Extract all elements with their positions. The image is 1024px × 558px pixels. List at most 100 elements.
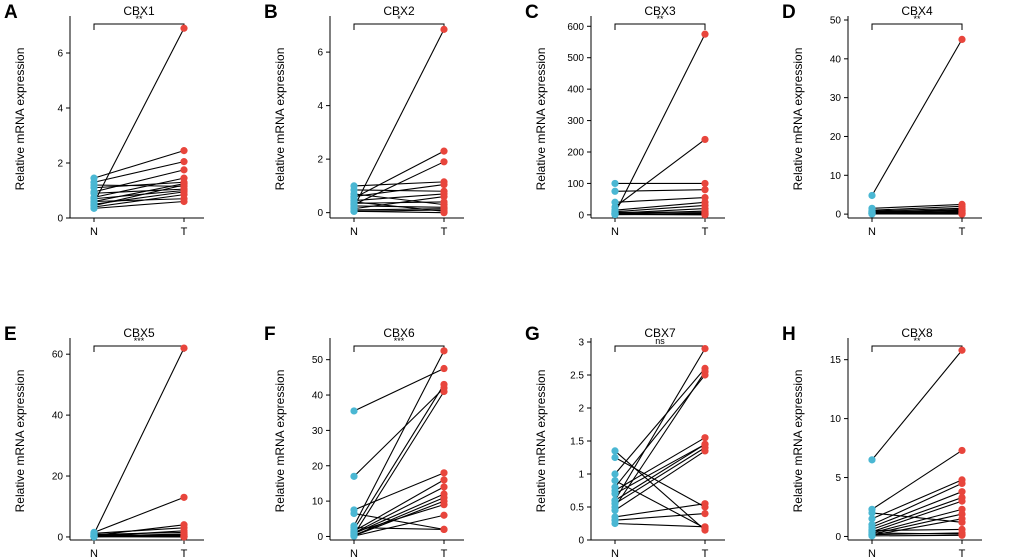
x-tick-label: N	[90, 226, 98, 238]
tumor-point	[180, 166, 188, 174]
x-tick-label: N	[350, 548, 358, 558]
y-tick-label: 0	[57, 532, 63, 543]
x-tick-label: T	[959, 548, 966, 558]
y-tick-label: 0	[578, 210, 584, 221]
pair-line	[353, 189, 445, 192]
tumor-point	[701, 135, 709, 144]
pair-line	[871, 210, 963, 214]
panel-letter: C	[525, 2, 539, 23]
tumor-point	[958, 488, 966, 496]
tumor-point	[440, 147, 448, 155]
y-tick-label: 600	[567, 22, 584, 33]
panel-f: F CBX6 Relative mRNA expression 0 10 20 30 40 50…	[264, 324, 464, 558]
pair-line	[353, 350, 445, 527]
pair-line	[871, 512, 963, 523]
tumor-point	[180, 530, 188, 539]
y-tick-label: 6	[57, 49, 63, 60]
chart-title: CBX2	[383, 4, 415, 18]
panel-letter: D	[782, 2, 796, 23]
normal-point	[611, 453, 619, 462]
tumor-point	[958, 35, 966, 44]
normal-point	[611, 490, 619, 498]
y-axis-label: Relative mRNA expression	[13, 370, 27, 513]
normal-point	[868, 456, 876, 464]
tumor-point	[701, 440, 709, 448]
chart-title: CBX1	[123, 4, 155, 18]
pair-line	[353, 208, 445, 211]
pair-line	[614, 189, 706, 192]
x-tick-label: N	[611, 548, 619, 558]
pair-line	[353, 210, 445, 214]
pair-line	[871, 491, 963, 528]
tumor-point	[440, 476, 448, 484]
y-tick-label: 2	[57, 159, 63, 170]
pair-line	[614, 138, 706, 208]
tumor-point	[180, 197, 188, 206]
pair-line	[871, 497, 963, 530]
tumor-point	[701, 345, 709, 353]
y-axis-label: Relative mRNA expression	[534, 48, 548, 191]
pair-line	[614, 443, 706, 501]
tumor-point	[440, 158, 448, 166]
normal-point	[611, 198, 619, 206]
pair-line	[93, 184, 185, 187]
x-tick-label: N	[868, 548, 876, 558]
pair-line	[93, 191, 185, 205]
panel-letter: A	[4, 2, 18, 23]
significance-bracket	[871, 23, 963, 30]
y-tick-label: 0	[317, 532, 323, 543]
y-tick-label: 1	[578, 470, 584, 481]
panel-letter: G	[525, 324, 540, 345]
y-tick-label: 40	[312, 391, 324, 402]
y-axis-label: Relative mRNA expression	[534, 370, 548, 513]
pair-line	[353, 384, 445, 530]
pair-line	[614, 201, 706, 211]
tumor-point	[180, 147, 188, 155]
y-tick-label: 40	[52, 411, 64, 422]
normal-point	[90, 197, 98, 206]
significance-label: **	[135, 14, 143, 24]
tumor-point	[440, 501, 448, 509]
y-tick-label: 4	[317, 101, 323, 112]
significance-bracket	[93, 345, 185, 352]
normal-point	[350, 190, 358, 198]
panel-b: B CBX2 Relative mRNA expression 0 2 4 6 N T *	[264, 2, 464, 238]
y-tick-label: 1.5	[570, 437, 584, 448]
pair-line	[614, 437, 706, 491]
tumor-point	[180, 344, 188, 352]
pair-line	[614, 450, 706, 531]
normal-point	[350, 407, 358, 415]
chart-title: CBX4	[901, 4, 933, 18]
normal-point	[350, 509, 358, 518]
y-axis-label: Relative mRNA expression	[13, 48, 27, 191]
y-tick-label: 6	[317, 48, 323, 59]
y-tick-label: 4	[57, 104, 63, 115]
y-tick-label: 50	[312, 355, 324, 366]
normal-point	[90, 189, 98, 197]
pair-line	[871, 532, 963, 535]
pair-line	[353, 514, 445, 537]
normal-point	[350, 528, 358, 536]
y-tick-label: 50	[830, 16, 842, 27]
tumor-point	[701, 211, 709, 219]
significance-bracket	[871, 345, 963, 352]
pair-line	[614, 513, 706, 521]
pair-line	[93, 161, 185, 183]
tumor-point	[440, 525, 448, 533]
y-tick-label: 30	[312, 426, 324, 437]
pair-line	[353, 472, 445, 511]
pair-line	[353, 387, 445, 477]
y-tick-label: 2	[578, 404, 584, 415]
y-tick-label: 100	[567, 179, 584, 190]
pair-line	[93, 194, 185, 208]
tumor-point	[180, 158, 188, 166]
chart-title: CBX8	[901, 326, 933, 340]
pair-line	[353, 193, 445, 206]
x-tick-label: T	[702, 548, 709, 558]
x-tick-label: N	[90, 548, 98, 558]
pair-line	[614, 522, 706, 528]
x-tick-label: T	[441, 226, 448, 238]
y-tick-label: 0.5	[570, 503, 584, 514]
significance-label: ***	[134, 336, 145, 346]
pair-line	[871, 39, 963, 196]
